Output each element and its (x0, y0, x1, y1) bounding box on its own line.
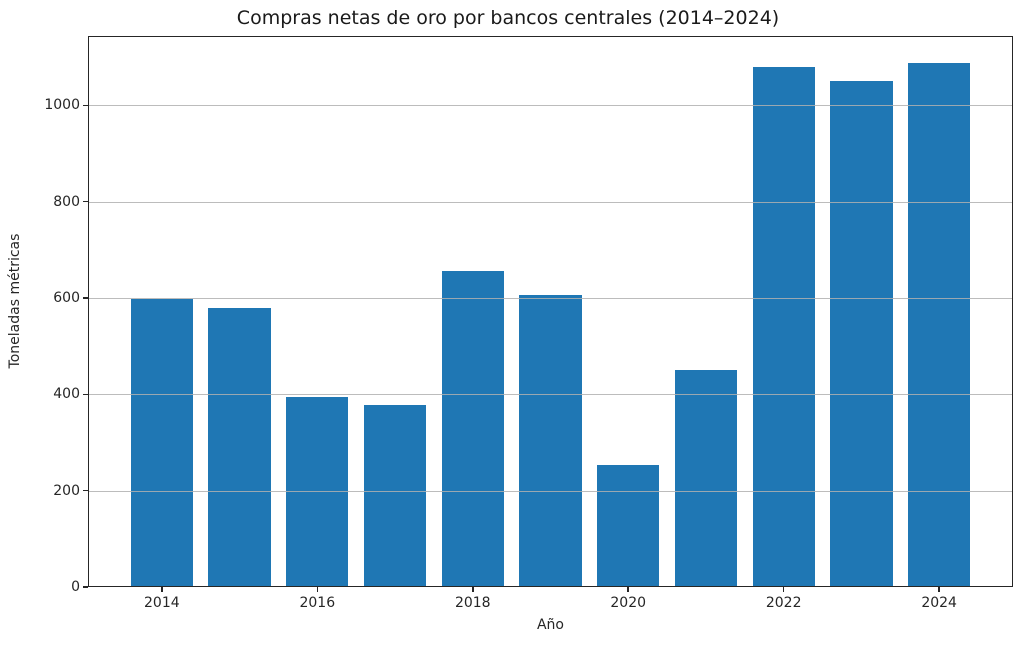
ytick-mark-600 (83, 297, 88, 299)
gridline-400 (88, 394, 1013, 396)
ytick-mark-0 (83, 586, 88, 588)
bar-2017 (363, 404, 427, 587)
ytick-label-800: 800 (53, 193, 80, 210)
bar-2020 (597, 464, 660, 587)
ytick-mark-200 (83, 489, 88, 492)
xtick-label-2018: 2018 (454, 595, 491, 611)
bar-2014 (130, 298, 193, 587)
ytick-label-0: 0 (71, 579, 80, 595)
gridline-600 (88, 298, 1013, 299)
ytick-label-1000: 1000 (44, 97, 80, 114)
xtick-mark-2016 (316, 587, 319, 592)
bar-2015 (208, 307, 271, 587)
xtick-mark-2022 (782, 587, 785, 592)
gridline-800 (88, 201, 1013, 203)
chart-title: Compras netas de oro por bancos centrale… (236, 7, 780, 29)
xtick-label-2020: 2020 (610, 595, 647, 611)
xtick-mark-2024 (938, 587, 940, 592)
ytick-label-600: 600 (53, 290, 80, 306)
gridline-1000 (88, 105, 1013, 107)
xtick-label-2014: 2014 (144, 595, 180, 611)
x-axis-label: Año (536, 617, 564, 633)
bar-2021 (674, 370, 738, 587)
bar-2016 (286, 397, 349, 587)
ytick-mark-800 (83, 200, 88, 203)
gridline-200 (88, 490, 1013, 492)
xtick-label-2022: 2022 (765, 595, 802, 611)
xtick-label-2016: 2016 (299, 595, 336, 611)
ytick-mark-1000 (83, 104, 88, 107)
xtick-mark-2018 (472, 587, 474, 592)
bar-2024 (908, 62, 971, 587)
xtick-mark-2014 (161, 587, 163, 592)
plot-area (88, 36, 1013, 587)
bar-2018 (441, 271, 504, 587)
xtick-label-2024: 2024 (921, 595, 957, 611)
bar-2023 (830, 81, 893, 587)
ytick-label-200: 200 (53, 482, 80, 499)
ytick-mark-400 (83, 393, 88, 396)
ytick-label-400: 400 (53, 386, 80, 403)
bar-2022 (752, 66, 815, 587)
bar-2019 (519, 295, 582, 587)
xtick-mark-2020 (627, 587, 629, 592)
